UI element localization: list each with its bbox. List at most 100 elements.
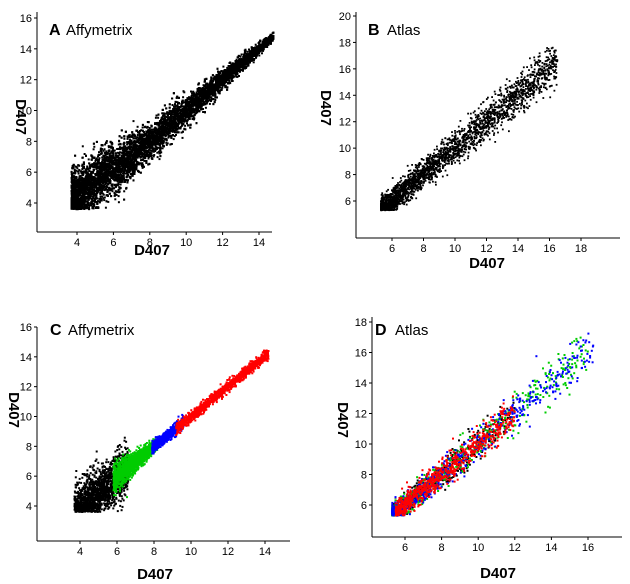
data-point	[93, 191, 96, 194]
data-point	[154, 116, 157, 119]
data-point	[173, 129, 176, 132]
data-point	[93, 194, 96, 197]
data-point	[182, 96, 185, 99]
data-point	[157, 150, 160, 153]
data-point	[107, 170, 110, 173]
data-point	[138, 139, 141, 142]
data-point	[105, 140, 108, 143]
data-point	[96, 163, 98, 166]
data-point	[105, 184, 108, 187]
y-tick-label: 16	[20, 13, 32, 25]
data-point	[181, 102, 184, 105]
data-point	[107, 146, 110, 149]
data-point	[77, 172, 80, 175]
data-point	[204, 106, 207, 109]
data-point	[123, 190, 126, 193]
data-point	[258, 44, 261, 47]
data-point	[214, 99, 217, 101]
data-point	[136, 134, 139, 136]
data-point	[127, 161, 130, 164]
data-point	[156, 156, 159, 159]
data-point	[184, 124, 187, 127]
data-point	[161, 112, 164, 115]
data-point	[258, 52, 261, 55]
data-point	[172, 138, 175, 141]
data-point	[235, 58, 238, 61]
data-point	[186, 111, 189, 114]
data-point	[261, 52, 263, 55]
data-point	[73, 168, 76, 171]
data-point	[121, 166, 124, 169]
data-point	[245, 52, 248, 55]
data-point	[119, 183, 122, 186]
data-point	[120, 154, 123, 157]
data-point	[214, 96, 217, 99]
data-point	[117, 195, 120, 198]
data-point	[175, 133, 177, 136]
data-point	[148, 148, 151, 151]
x-tick-label: 12	[216, 237, 228, 249]
data-point	[93, 203, 96, 206]
data-point	[134, 153, 137, 155]
y-tick-label: 4	[26, 198, 32, 210]
y-tick-label: 6	[26, 167, 32, 179]
data-point	[83, 153, 86, 155]
data-point	[103, 199, 106, 202]
data-point	[89, 180, 92, 183]
data-point	[175, 96, 178, 99]
data-point	[70, 176, 73, 179]
x-tick-label: 4	[74, 237, 80, 249]
data-point	[135, 152, 138, 155]
data-point	[136, 125, 139, 128]
data-point	[81, 163, 84, 166]
data-point	[176, 101, 179, 104]
data-point	[210, 77, 213, 80]
data-point	[243, 55, 246, 58]
data-point	[105, 167, 108, 170]
data-point	[101, 192, 104, 195]
data-point	[104, 183, 107, 186]
scatter-points	[70, 31, 275, 211]
data-point	[142, 135, 145, 138]
data-point	[92, 148, 95, 151]
data-point	[218, 90, 220, 93]
data-point	[136, 136, 139, 139]
data-point	[165, 112, 168, 115]
data-point	[116, 158, 119, 161]
data-point	[236, 56, 239, 59]
data-point	[192, 95, 195, 98]
data-point	[106, 186, 109, 189]
data-point	[208, 102, 211, 105]
data-point	[82, 165, 85, 168]
data-point	[129, 148, 131, 151]
data-point	[117, 201, 120, 204]
y-tick-label: 8	[26, 136, 32, 148]
data-point	[158, 127, 160, 130]
y-tick-label: 14	[20, 44, 32, 56]
data-point	[102, 193, 105, 196]
x-tick-label: 10	[180, 237, 192, 249]
data-point	[73, 170, 76, 173]
data-point	[116, 151, 119, 154]
data-point	[124, 147, 127, 150]
data-point	[197, 108, 200, 111]
data-point	[115, 193, 118, 196]
data-point	[93, 145, 96, 148]
data-point	[123, 151, 125, 153]
data-point	[143, 151, 146, 154]
data-point	[238, 75, 240, 77]
data-point	[222, 65, 225, 68]
data-point	[167, 136, 170, 139]
data-point	[118, 139, 121, 142]
data-point	[90, 202, 92, 205]
data-point	[159, 130, 162, 133]
data-point	[93, 162, 96, 165]
data-point	[70, 178, 73, 181]
data-point	[75, 169, 78, 172]
data-point	[83, 195, 86, 198]
data-point	[137, 161, 140, 164]
data-point	[159, 142, 162, 144]
data-point	[133, 169, 136, 172]
